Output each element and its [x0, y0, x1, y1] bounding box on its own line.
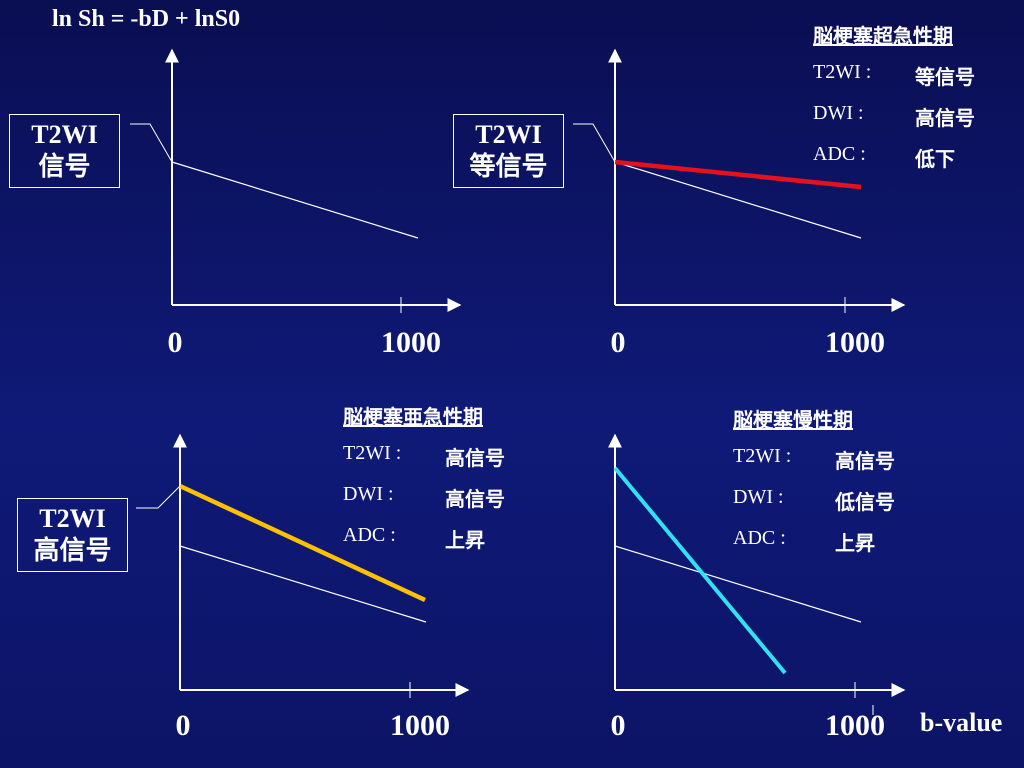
reference-line [614, 161, 862, 239]
legend-title: 脳梗塞亜急性期 [343, 407, 483, 429]
plot-top-right [573, 48, 906, 313]
legend-label: ADC : [343, 524, 396, 546]
legend-row-adc: ADC : 上昇 [343, 524, 505, 565]
plot-bottom-right [608, 433, 906, 715]
legend-label: T2WI : [813, 61, 872, 83]
x-label-0-bl: 0 [175, 709, 191, 742]
legend-value: 高信号 [445, 489, 505, 511]
legend-title: 脳梗塞慢性期 [733, 410, 853, 432]
legend-row-adc: ADC : 低下 [813, 143, 975, 184]
legend-label: ADC : [733, 527, 786, 549]
box-line2: 信号 [38, 152, 91, 181]
callout-line [130, 123, 173, 163]
t2wi-iso-signal-box: T2WI 等信号 [453, 114, 564, 188]
callout-line [573, 123, 616, 163]
reference-line [171, 161, 419, 239]
x-label-0-tl: 0 [167, 326, 183, 359]
formula-title: ln Sh = -bD + lnS0 [52, 6, 241, 32]
legend-row-t2wi: T2WI : 高信号 [733, 445, 895, 486]
legend-label: DWI : [733, 486, 784, 508]
x-label-1000-tl: 1000 [381, 326, 441, 359]
reference-line [614, 545, 862, 623]
legend-value: 高信号 [915, 108, 975, 130]
hyperacute-line [614, 159, 862, 190]
box-line2: 高信号 [33, 536, 112, 565]
plot-top-left [130, 48, 462, 313]
legend-hyperacute: 脳梗塞超急性期 T2WI : 等信号 DWI : 高信号 ADC : 低下 [813, 20, 975, 184]
reference-line [179, 545, 427, 623]
legend-row-t2wi: T2WI : 等信号 [813, 61, 975, 102]
legend-label: DWI : [813, 102, 864, 124]
plot-bottom-left [136, 433, 470, 698]
x-label-0-tr: 0 [610, 326, 626, 359]
x-label-1000-tr: 1000 [825, 326, 885, 359]
legend-title: 脳梗塞超急性期 [813, 26, 953, 48]
box-line1: T2WI [475, 120, 542, 149]
legend-row-dwi: DWI : 高信号 [343, 483, 505, 524]
legend-value: 低下 [915, 149, 955, 171]
legend-subacute: 脳梗塞亜急性期 T2WI : 高信号 DWI : 高信号 ADC : 上昇 [343, 401, 505, 565]
box-line2: 等信号 [469, 152, 548, 181]
legend-value: 低信号 [835, 492, 895, 514]
box-line1: T2WI [31, 120, 98, 149]
legend-value: 高信号 [445, 448, 505, 470]
legend-row-dwi: DWI : 高信号 [813, 102, 975, 143]
x-label-1000-bl: 1000 [390, 709, 450, 742]
legend-value: 上昇 [835, 533, 875, 555]
legend-chronic: 脳梗塞慢性期 T2WI : 高信号 DWI : 低信号 ADC : 上昇 [733, 404, 895, 568]
legend-label: T2WI : [343, 442, 402, 464]
x-axis-title: b-value [920, 708, 1003, 737]
callout-line [136, 485, 181, 509]
legend-row-adc: ADC : 上昇 [733, 527, 895, 568]
legend-label: ADC : [813, 143, 866, 165]
legend-label: T2WI : [733, 445, 792, 467]
legend-value: 上昇 [445, 530, 485, 552]
legend-row-dwi: DWI : 低信号 [733, 486, 895, 527]
t2wi-signal-box: T2WI 信号 [9, 114, 120, 188]
x-label-0-br: 0 [610, 709, 626, 742]
legend-value: 高信号 [835, 451, 895, 473]
legend-row-t2wi: T2WI : 高信号 [343, 442, 505, 483]
t2wi-high-signal-box: T2WI 高信号 [17, 498, 128, 572]
subacute-line [179, 483, 426, 603]
box-line1: T2WI [39, 504, 106, 533]
chronic-line [613, 466, 787, 675]
legend-label: DWI : [343, 483, 394, 505]
x-label-1000-br: 1000 [825, 709, 885, 742]
legend-value: 等信号 [915, 67, 975, 89]
